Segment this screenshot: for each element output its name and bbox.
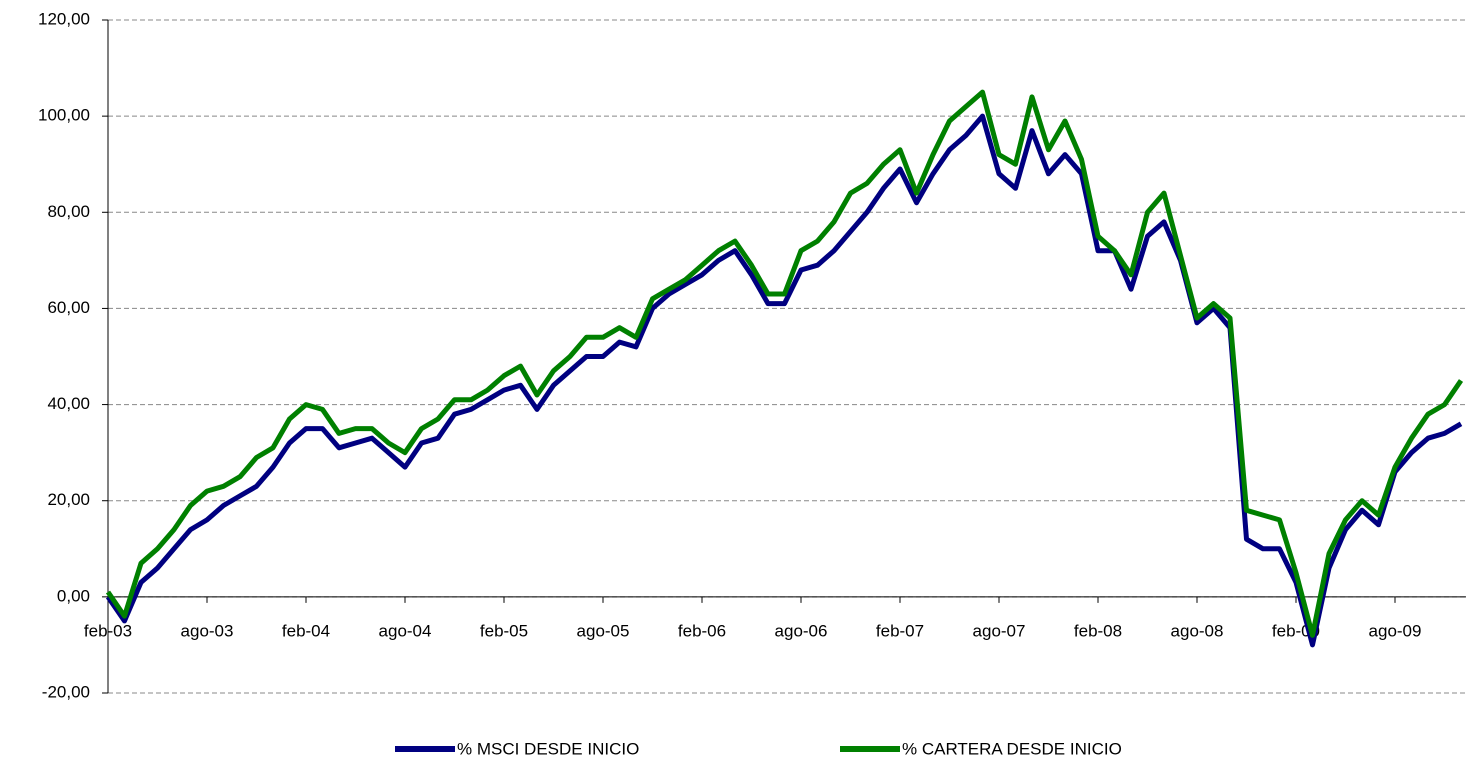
legend-label: % MSCI DESDE INICIO: [457, 739, 639, 758]
x-tick-label: ago-08: [1171, 621, 1224, 640]
x-tick-label: ago-04: [379, 621, 432, 640]
x-tick-label: feb-03: [84, 621, 132, 640]
x-tick-label: feb-04: [282, 621, 330, 640]
x-tick-label: ago-07: [973, 621, 1026, 640]
y-tick-label: 120,00: [38, 9, 90, 28]
x-tick-label: feb-07: [876, 621, 924, 640]
series-line: [105, 89, 1464, 638]
y-tick-label: 100,00: [38, 106, 90, 125]
x-tick-label: feb-05: [480, 621, 528, 640]
x-tick-label: ago-06: [775, 621, 828, 640]
y-tick-label: -20,00: [42, 682, 90, 701]
legend-label: % CARTERA DESDE INICIO: [902, 739, 1122, 758]
y-tick-label: 0,00: [57, 586, 90, 605]
x-tick-label: ago-03: [181, 621, 234, 640]
x-tick-label: feb-08: [1074, 621, 1122, 640]
y-tick-label: 40,00: [47, 394, 90, 413]
y-tick-label: 60,00: [47, 298, 90, 317]
series-line: [105, 113, 1463, 648]
y-tick-label: 20,00: [47, 490, 90, 509]
x-tick-label: feb-06: [678, 621, 726, 640]
x-tick-label: ago-05: [577, 621, 630, 640]
y-tick-label: 80,00: [47, 202, 90, 221]
x-tick-label: ago-09: [1369, 621, 1422, 640]
